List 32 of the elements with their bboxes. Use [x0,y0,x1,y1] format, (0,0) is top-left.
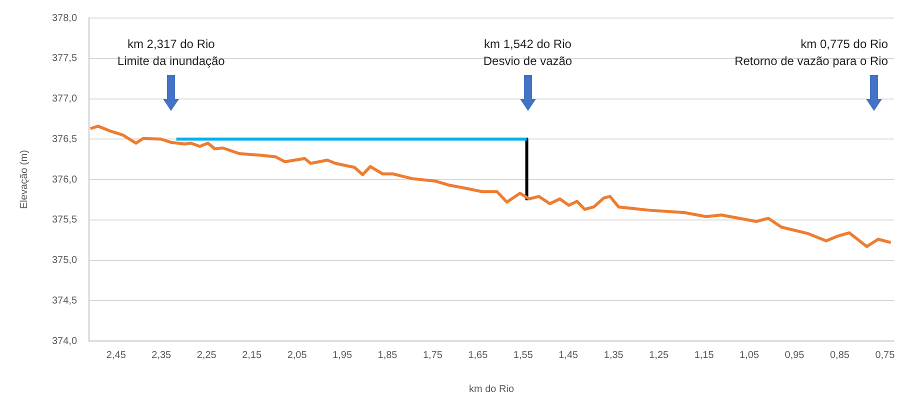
x-tick-label: 1,25 [649,350,670,361]
x-tick-label: 1,05 [740,350,760,361]
annotation: km 2,317 do Rio Limite da inundação [117,37,226,68]
x-tick-label: 1,45 [558,350,579,361]
x-tick-label: 2,15 [242,350,262,361]
y-tick-label: 375,0 [52,255,78,266]
x-axis-title: km do Rio [469,384,514,395]
y-tick-label: 375,5 [52,214,78,226]
x-tick-label: 2,45 [106,350,126,361]
y-tick-label: 374,5 [52,295,78,306]
y-tick-label: 374,0 [52,336,78,347]
x-tick-label: 1,95 [332,350,352,361]
x-tick-label: 1,85 [378,350,398,361]
x-tick-label: 1,55 [513,350,534,361]
y-tick-label: 377,5 [52,53,78,64]
x-tick-label: 2,05 [287,350,308,361]
x-tick-label: 0,95 [784,350,805,361]
x-tick-label: 1,65 [468,350,488,361]
x-tick-label: 2,25 [196,350,217,361]
x-tick-label: 1,75 [422,350,443,361]
y-tick-label: 376,0 [52,174,78,186]
y-tick-label: 377,0 [52,94,78,104]
y-axis-title: Elevação (m) [18,150,30,209]
x-tick-label: 0,75 [875,350,896,361]
x-tick-label: 1,35 [604,350,624,361]
annotation: km 1,542 do Rio Desvio de vazão [483,37,572,68]
x-tick-label: 0,85 [830,350,850,361]
x-tick-label: 1,15 [694,350,714,361]
annotation: km 0,775 do Rio Retorno de vazão para o Rio [734,37,888,68]
x-tick-label: 2,35 [152,350,172,361]
y-tick-label: 376,5 [52,134,78,145]
y-tick-label: 378,0 [52,12,78,24]
